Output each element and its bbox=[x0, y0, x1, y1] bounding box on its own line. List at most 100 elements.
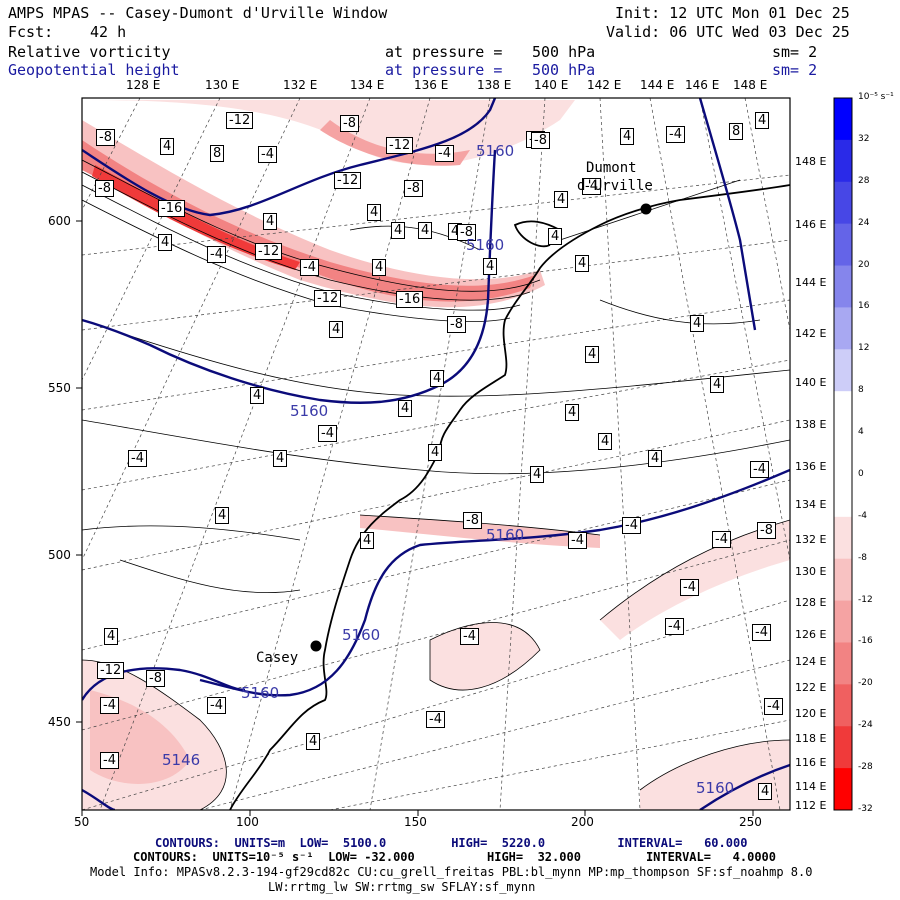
top-lon-label: 146 E bbox=[685, 78, 720, 92]
vorticity-contour-label: -4 bbox=[752, 624, 771, 641]
vorticity-contour-label: -12 bbox=[255, 243, 283, 260]
height-contour-label: 5160 bbox=[486, 526, 525, 544]
colorbar-swatch bbox=[834, 223, 852, 267]
right-lon-label: 138 E bbox=[795, 418, 827, 431]
vorticity-contour-label: -4 bbox=[300, 259, 319, 276]
height-contour-label: 5160 bbox=[342, 626, 381, 644]
y-tick-label: 450 bbox=[48, 715, 71, 729]
top-lon-label: 142 E bbox=[587, 78, 622, 92]
vorticity-contour-label: -12 bbox=[314, 290, 342, 307]
colorbar-frame bbox=[833, 97, 853, 811]
vorticity-contour-label: -4 bbox=[582, 178, 601, 195]
right-lon-label: 130 E bbox=[795, 565, 827, 578]
vorticity-contour-label: 4 bbox=[428, 444, 443, 461]
vorticity-contour-label: -4 bbox=[568, 532, 587, 549]
right-lon-label: 124 E bbox=[795, 655, 827, 668]
top-lon-label: 136 E bbox=[414, 78, 449, 92]
vorticity-contour-label: 4 bbox=[273, 450, 288, 467]
colorbar-tick-label: 12 bbox=[858, 343, 870, 354]
colorbar-tick-label: 8 bbox=[858, 385, 864, 396]
dumont-durville-label-line1: Dumont bbox=[586, 160, 637, 176]
vorticity-contour-label: 4 bbox=[391, 222, 406, 239]
height-contour-label: 5160 bbox=[241, 684, 280, 702]
colorbar-swatch bbox=[834, 98, 852, 141]
colorbar-tick-label: -8 bbox=[858, 552, 867, 563]
vorticity-contour-label: -4 bbox=[100, 697, 119, 714]
vorticity-contour-label: 4 bbox=[585, 346, 600, 363]
right-lon-label: 116 E bbox=[795, 756, 827, 769]
right-lon-label: 148 E bbox=[795, 155, 827, 168]
vorticity-contour-label: -8 bbox=[95, 180, 114, 197]
footer-physics-info: LW:rrtmg_lw SW:rrtmg_sw SFLAY:sf_mynn bbox=[268, 880, 536, 894]
colorbar-tick-label: -12 bbox=[858, 594, 873, 605]
vorticity-contour-label: 4 bbox=[250, 387, 265, 404]
vorticity-contour-label: 4 bbox=[575, 255, 590, 272]
vorticity-contour-label: 4 bbox=[215, 507, 230, 524]
field1-name: Relative vorticity bbox=[8, 43, 171, 61]
x-tick-label: 50 bbox=[74, 815, 90, 829]
colorbar-tick-label: 4 bbox=[858, 427, 864, 438]
vorticity-contour-label: -16 bbox=[158, 200, 186, 217]
vorticity-contour-label: 4 bbox=[554, 191, 569, 208]
colorbar-tick-label: 32 bbox=[858, 133, 870, 144]
colorbar-tick-label: 0 bbox=[858, 468, 864, 479]
top-lon-label: 140 E bbox=[534, 78, 569, 92]
colorbar-swatch bbox=[834, 391, 852, 434]
footer-height-contours: CONTOURS: UNITS=m LOW= 5100.0 HIGH= 5220… bbox=[155, 836, 748, 850]
vorticity-contour-label: -8 bbox=[146, 670, 165, 687]
vorticity-contour-label: -16 bbox=[396, 291, 424, 308]
footer-vorticity-contours: CONTOURS: UNITS=10⁻⁵ s⁻¹ LOW= -32.000 HI… bbox=[133, 850, 776, 864]
vorticity-contour-label: -4 bbox=[207, 697, 226, 714]
y-axis-ticks bbox=[76, 220, 82, 723]
colorbar-tick-label: 28 bbox=[858, 175, 870, 186]
dumont-durville-station-marker bbox=[640, 203, 652, 215]
vorticity-contour-label: -12 bbox=[226, 112, 254, 129]
vorticity-contour-label: -8 bbox=[457, 224, 476, 241]
colorbar-unit: 10⁻⁵ s⁻¹ bbox=[858, 92, 894, 102]
field2-smoothing: sm= 2 bbox=[772, 61, 818, 79]
top-lon-label: 148 E bbox=[733, 78, 768, 92]
vorticity-contour-label: 4 bbox=[758, 783, 773, 800]
vorticity-contour-label: 4 bbox=[160, 138, 175, 155]
colorbar-swatch bbox=[834, 433, 852, 476]
colorbar-swatch bbox=[834, 516, 852, 560]
vorticity-contour-label: 4 bbox=[548, 228, 563, 245]
vorticity-contour-label: -8 bbox=[447, 316, 466, 333]
colorbar-swatch bbox=[834, 558, 852, 602]
vorticity-contour-label: 4 bbox=[398, 400, 413, 417]
vorticity-contour-label: -4 bbox=[712, 531, 731, 548]
height-contour-label: 5146 bbox=[162, 751, 201, 769]
colorbar-tick-label: -28 bbox=[858, 762, 873, 773]
y-tick-label: 550 bbox=[48, 381, 71, 395]
vorticity-contour-label: 4 bbox=[306, 733, 321, 750]
field2-name: Geopotential height bbox=[8, 61, 180, 79]
vorticity-contour-label: 4 bbox=[530, 466, 545, 483]
casey-label: Casey bbox=[256, 650, 299, 666]
colorbar-tick-label: -32 bbox=[858, 804, 873, 814]
right-lon-label: 136 E bbox=[795, 460, 827, 473]
vorticity-contour-label: 4 bbox=[104, 628, 119, 645]
colorbar-tick-label: -20 bbox=[858, 678, 873, 689]
right-lon-label: 120 E bbox=[795, 707, 827, 720]
vorticity-contour-label: -12 bbox=[386, 137, 414, 154]
vorticity-contour-label: -4 bbox=[435, 145, 454, 162]
vorticity-contour-label: -8 bbox=[531, 132, 550, 149]
height-contour-label: 5160 bbox=[476, 142, 515, 160]
colorbar-swatch bbox=[834, 726, 852, 769]
colorbar-tick-label: -16 bbox=[858, 636, 873, 647]
right-lon-label: 128 E bbox=[795, 596, 827, 609]
map-title: AMPS MPAS -- Casey-Dumont d'Urville Wind… bbox=[8, 4, 388, 22]
top-lon-label: 138 E bbox=[477, 78, 512, 92]
coastline bbox=[229, 184, 790, 810]
vorticity-contour-label: 4 bbox=[418, 222, 433, 239]
field1-pressure: 500 hPa bbox=[532, 43, 596, 61]
vorticity-contour-label: 4 bbox=[598, 433, 613, 450]
colorbar-swatch bbox=[834, 600, 852, 643]
init-time: Init: 12 UTC Mon 01 Dec 25 bbox=[615, 4, 850, 22]
vorticity-contour-label: 4 bbox=[565, 404, 580, 421]
vorticity-contour-label: -8 bbox=[463, 512, 482, 529]
colorbar-swatch bbox=[834, 349, 852, 392]
colorbar-tick-label: 20 bbox=[858, 259, 870, 270]
right-lon-label: 134 E bbox=[795, 498, 827, 511]
colorbar-swatch bbox=[834, 768, 852, 811]
